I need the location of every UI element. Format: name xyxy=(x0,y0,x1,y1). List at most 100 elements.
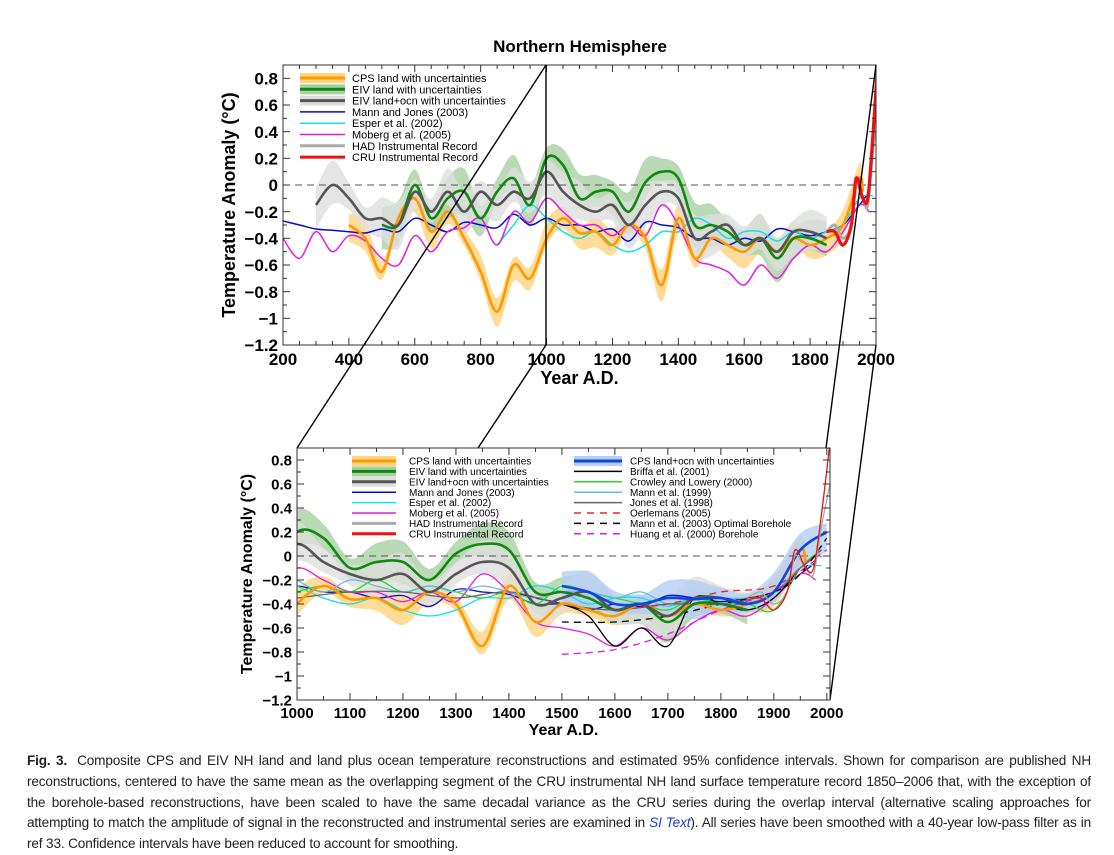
legend-label: EIV land with uncertainties xyxy=(409,467,527,478)
legend-item: EIV land+ocn with uncertainties xyxy=(352,476,549,488)
x-tick-label: 1500 xyxy=(545,705,578,722)
series-line-0 xyxy=(348,175,865,313)
legend-label: Moberg et al. (2005) xyxy=(352,129,451,141)
legend-label: HAD Instrumental Record xyxy=(409,519,523,530)
x-tick-label: 800 xyxy=(466,350,494,369)
legend-item: Crowley and Lowery (2000) xyxy=(574,477,752,488)
series-line-8 xyxy=(561,530,828,607)
x-tick-label: 1400 xyxy=(659,350,697,369)
legend-label: Esper et al. (2002) xyxy=(352,118,443,130)
y-tick-label: −0.2 xyxy=(262,572,292,589)
series-line-2 xyxy=(314,170,828,253)
caption-text-end: ). All series have been smoothed with a … xyxy=(27,815,1091,852)
si-text-link[interactable]: SI Text xyxy=(649,815,691,831)
x-axis-label: Year A.D. xyxy=(529,722,599,739)
legend-item: Esper et al. (2002) xyxy=(300,118,443,130)
legend-label: Mann and Jones (2003) xyxy=(352,107,468,119)
legend-label: Mann et al. (2003) Optimal Borehole xyxy=(630,519,792,530)
y-tick-label: 0 xyxy=(284,548,292,565)
legend-label: EIV land+ocn with uncertainties xyxy=(352,96,506,108)
x-tick-label: 1800 xyxy=(704,705,737,722)
legend-item: EIV land with uncertainties xyxy=(352,466,527,478)
legend-item: Mann and Jones (2003) xyxy=(352,488,515,499)
legend-item: Moberg et al. (2005) xyxy=(352,509,499,520)
y-tick-label: 0.8 xyxy=(254,69,278,88)
legend-item: Briffa et al. (2001) xyxy=(574,467,709,478)
x-tick-label: 1000 xyxy=(280,705,313,722)
legend-item: Jones et al. (1998) xyxy=(574,498,713,509)
legend-item: CPS land with uncertainties xyxy=(300,73,487,85)
plot-frame xyxy=(296,447,831,701)
x-tick-label: 1600 xyxy=(598,705,631,722)
y-tick-label: −0.4 xyxy=(244,229,278,248)
y-tick-label: 0.8 xyxy=(271,452,292,469)
legend-label: Briffa et al. (2001) xyxy=(630,467,709,478)
y-tick-label: −0.6 xyxy=(244,256,278,275)
y-tick-label: −0.8 xyxy=(262,644,292,661)
y-tick-label: −0.2 xyxy=(244,203,278,222)
legend-label: Crowley and Lowery (2000) xyxy=(630,477,752,488)
zoom-connector-line-3 xyxy=(825,64,877,449)
plot-area xyxy=(283,65,876,327)
legend-item: Mann et al. (1999) xyxy=(574,488,711,499)
top-chart-northern-hemisphere: 200 400 600 800 1000 1200 1400 1600 1800 2000 0.8 0… xyxy=(219,37,895,388)
x-tick-label: 1200 xyxy=(594,350,632,369)
chart-title: Northern Hemisphere xyxy=(493,37,667,56)
legend-label: Moberg et al. (2005) xyxy=(409,509,499,520)
x-tick-label: 200 xyxy=(269,350,297,369)
legend-item: Huang et al. (2000) Borehole xyxy=(574,529,759,540)
legend-label: EIV land with uncertainties xyxy=(352,84,482,96)
y-tick-label: 0 xyxy=(269,176,278,195)
legend-item: Moberg et al. (2005) xyxy=(300,129,451,141)
legend-label: CPS land with uncertainties xyxy=(409,457,531,468)
x-tick-label: 2000 xyxy=(810,705,843,722)
series-line-2 xyxy=(297,542,748,618)
y-tick-label: −0.4 xyxy=(262,596,292,613)
legend-label: Esper et al. (2002) xyxy=(409,498,491,509)
legend-item: Oerlemans (2005) xyxy=(574,509,711,520)
legend-item: CRU Instrumental Record xyxy=(300,152,478,164)
legend-label: Mann et al. (1999) xyxy=(630,488,711,499)
x-tick-label: 1900 xyxy=(757,705,790,722)
zoom-connector-line-2 xyxy=(477,344,547,449)
legend-item: Mann and Jones (2003) xyxy=(300,107,468,119)
legend-item: CPS land+ocn with uncertainties xyxy=(574,456,774,468)
figure: 200 400 600 800 1000 1200 1400 1600 1800 2000 0.8 0… xyxy=(219,37,895,739)
x-tick-label: 2000 xyxy=(857,350,895,369)
x-axis-label: Year A.D. xyxy=(540,368,618,388)
zoom-connector-line-1 xyxy=(296,64,547,449)
legend-item: EIV land with uncertainties xyxy=(300,84,482,96)
legend-label: EIV land+ocn with uncertainties xyxy=(409,477,549,488)
legend-label: CRU Instrumental Record xyxy=(409,529,523,540)
series-line-6 xyxy=(746,483,830,605)
y-tick-label: 0.2 xyxy=(254,149,278,168)
uncertainty-band-2 xyxy=(315,160,827,271)
x-tick-label: 1300 xyxy=(439,705,472,722)
series-line-0 xyxy=(297,547,807,648)
x-tick-label: 1600 xyxy=(725,350,763,369)
legend-label: Mann and Jones (2003) xyxy=(409,488,515,499)
y-tick-label: −0.6 xyxy=(262,620,292,637)
legend-label: Huang et al. (2000) Borehole xyxy=(630,529,759,540)
y-tick-label: −0.8 xyxy=(244,283,278,302)
bottom-chart-1000-2006: 1000 1100 1200 1300 1400 1500 1600 1700 1800 1900… xyxy=(239,447,844,739)
x-tick-label: 1400 xyxy=(492,705,525,722)
legend-item: Esper et al. (2002) xyxy=(352,498,491,509)
legend-item: CPS land with uncertainties xyxy=(352,456,531,468)
series-line-5 xyxy=(297,567,817,647)
legend-label: CPS land with uncertainties xyxy=(352,73,487,85)
y-tick-label: −1 xyxy=(275,668,292,685)
legend-label: CPS land+ocn with uncertainties xyxy=(630,457,774,468)
y-tick-label: 0.4 xyxy=(271,500,293,517)
y-tick-label: 0.4 xyxy=(254,123,278,142)
legend-item: CRU Instrumental Record xyxy=(352,529,523,540)
series-line-7 xyxy=(747,448,830,611)
series-line-7 xyxy=(826,65,876,247)
x-tick-label: 600 xyxy=(401,350,429,369)
legend-label: CRU Instrumental Record xyxy=(352,152,478,164)
series-line-1 xyxy=(297,528,748,624)
y-tick-label: 0.6 xyxy=(271,476,292,493)
y-tick-label: −1 xyxy=(259,309,278,328)
